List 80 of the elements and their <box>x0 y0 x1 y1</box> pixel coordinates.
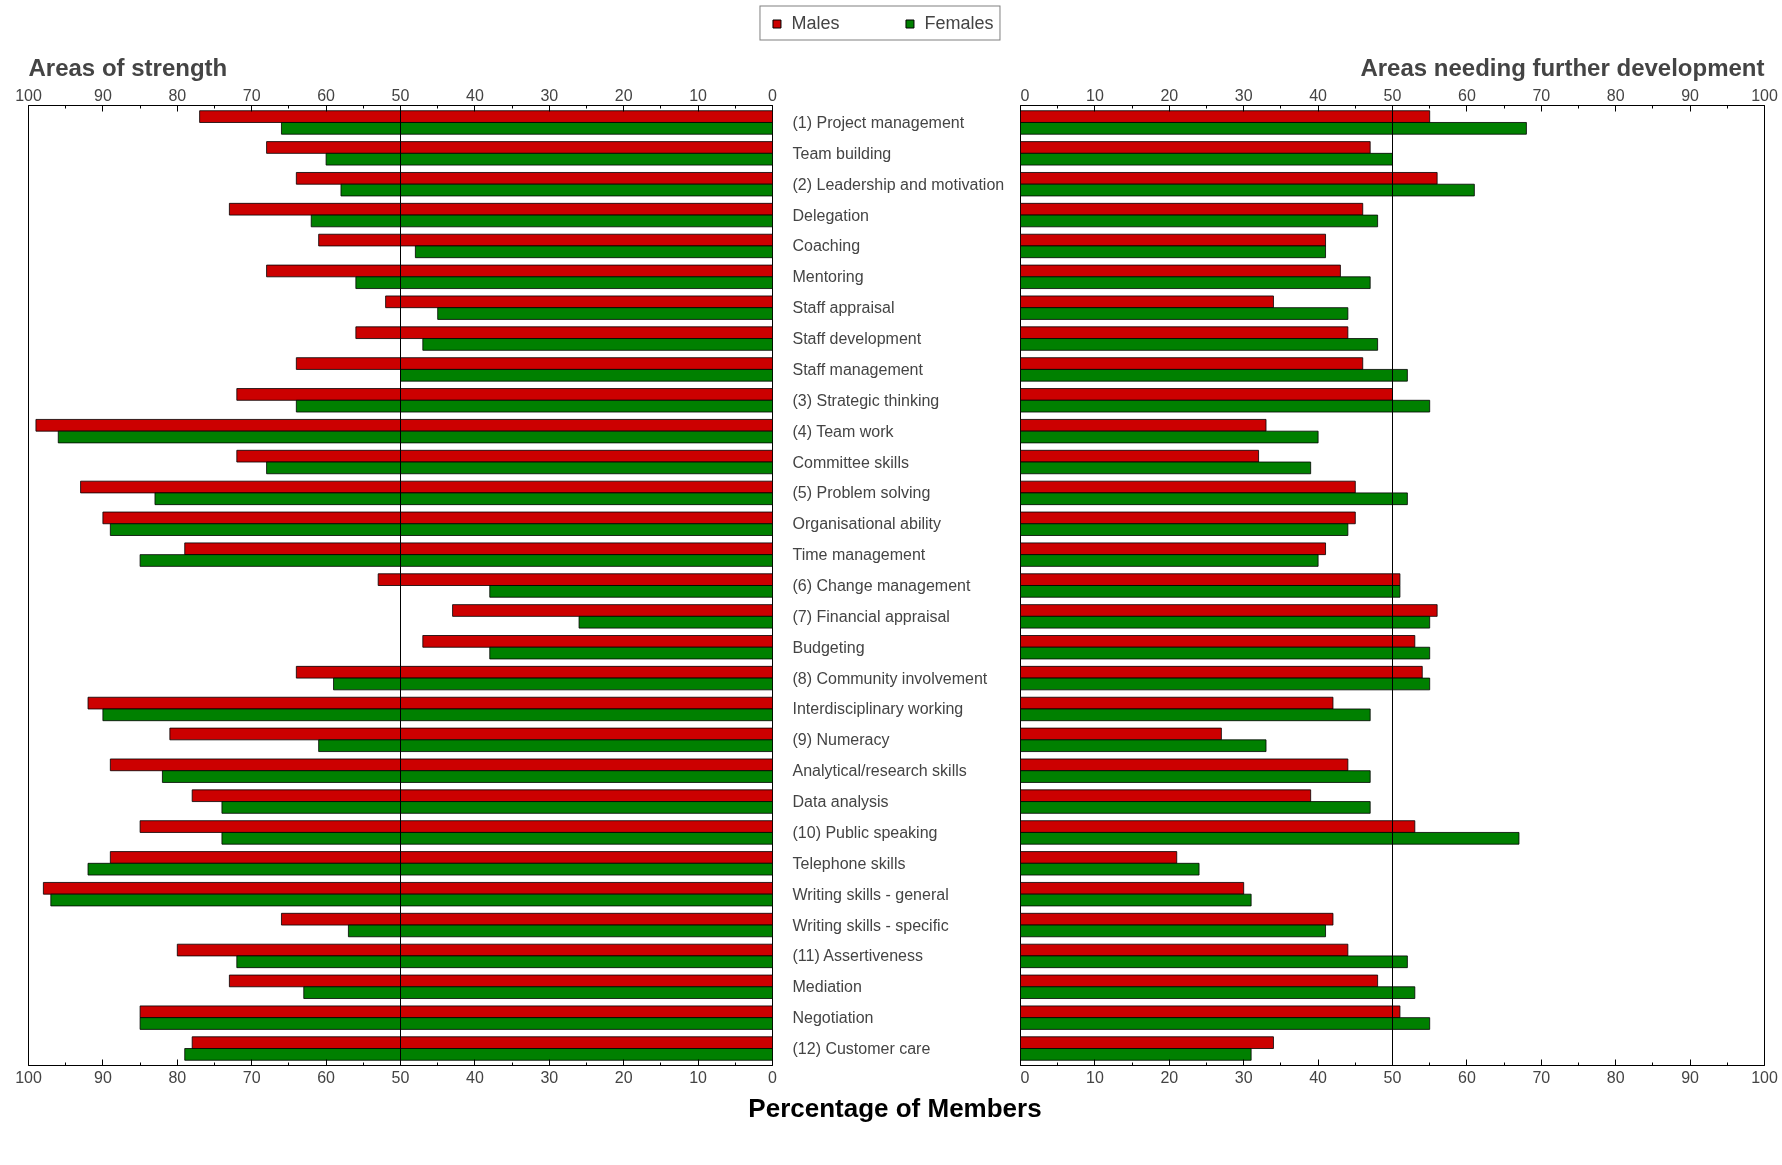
x2-tick-label: 30 <box>1234 1068 1253 1086</box>
x2-tick-label: 0 <box>768 1068 778 1086</box>
y-tick-label: Negotiation <box>792 1009 874 1027</box>
y-tick-label: Coaching <box>792 237 861 255</box>
y-tick-label: (9) Numeracy <box>792 731 890 749</box>
y-tick-label: (11) Assertiveness <box>792 947 923 965</box>
x2-tick-label: 10 <box>689 1068 708 1086</box>
y-tick-label: Mediation <box>792 978 862 996</box>
y-tick-label: Staff appraisal <box>792 299 895 317</box>
x2-tick-label: 90 <box>94 1068 112 1086</box>
x2-tick-label: 50 <box>391 1068 410 1086</box>
x2-tick-label: 80 <box>1606 1068 1625 1086</box>
y-tick-label: Delegation <box>792 206 869 224</box>
x-tick-label: 20 <box>1160 86 1179 104</box>
y-tick-label: Telephone skills <box>792 854 906 872</box>
y-tick-label: Organisational ability <box>792 515 942 533</box>
x-tick-label: 40 <box>1309 86 1328 104</box>
y-tick-label: Budgeting <box>792 638 865 656</box>
y-tick-label: Interdisciplinary working <box>792 700 964 718</box>
x-tick-label: 30 <box>540 86 559 104</box>
legend-label: Females <box>924 12 994 34</box>
x2-tick-label: 0 <box>1020 1068 1030 1086</box>
x-tick-label: 60 <box>1458 86 1476 104</box>
y-tick-label: (7) Financial appraisal <box>792 607 950 625</box>
y-tick-label: Writing skills - general <box>792 885 949 903</box>
x-tick-label: 10 <box>689 86 708 104</box>
x2-tick-label: 30 <box>540 1068 559 1086</box>
legend-label: Males <box>791 12 840 34</box>
x-tick-label: 30 <box>1234 86 1253 104</box>
x-tick-label: 40 <box>466 86 484 104</box>
y-tick-label: Mentoring <box>792 268 864 286</box>
y-tick-label: (12) Customer care <box>792 1040 931 1058</box>
y-tick-label: Staff development <box>792 330 922 348</box>
x2-tick-label: 20 <box>1160 1068 1179 1086</box>
x-tick-label: 100 <box>1751 86 1778 104</box>
x2-tick-label: 40 <box>1309 1068 1328 1086</box>
x2-tick-label: 70 <box>1532 1068 1551 1086</box>
x2-tick-label: 50 <box>1383 1068 1402 1086</box>
x-tick-label: 50 <box>391 86 410 104</box>
x-tick-label: 20 <box>614 86 633 104</box>
y-tick-label: (5) Problem solving <box>792 484 931 502</box>
x2-tick-label: 80 <box>168 1068 187 1086</box>
chart-title: Areas needing further development <box>1360 53 1765 81</box>
x-tick-label: 80 <box>1606 86 1625 104</box>
y-tick-label: (4) Team work <box>792 422 895 440</box>
x2-tick-label: 10 <box>1086 1068 1104 1086</box>
x-tick-label: 100 <box>15 86 42 104</box>
chart-title: Areas of strength <box>28 53 228 81</box>
x2-tick-label: 20 <box>614 1068 633 1086</box>
x-tick-label: 10 <box>1086 86 1104 104</box>
x2-tick-label: 40 <box>466 1068 484 1086</box>
y-tick-label: (1) Project management <box>792 113 965 131</box>
y-tick-label: Staff management <box>792 360 924 378</box>
x-tick-label: 60 <box>317 86 336 104</box>
x-tick-label: 70 <box>1532 86 1551 104</box>
x2-tick-label: 60 <box>1458 1068 1476 1086</box>
y-tick-label: Time management <box>792 546 926 564</box>
y-tick-label: Analytical/research skills <box>792 762 967 780</box>
x2-tick-label: 90 <box>1681 1068 1700 1086</box>
x2-tick-label: 100 <box>1751 1068 1778 1086</box>
y-tick-label: (10) Public speaking <box>792 823 938 841</box>
x-tick-label: 50 <box>1383 86 1402 104</box>
x2-tick-label: 70 <box>242 1068 261 1086</box>
y-tick-label: (3) Strategic thinking <box>792 391 940 409</box>
y-tick-label: (2) Leadership and motivation <box>792 175 1005 193</box>
x2-tick-label: 60 <box>317 1068 336 1086</box>
x-tick-label: 90 <box>1681 86 1700 104</box>
x-tick-label: 80 <box>168 86 187 104</box>
y-tick-label: (8) Community involvement <box>792 669 988 687</box>
x-tick-label: 90 <box>94 86 112 104</box>
y-tick-label: Committee skills <box>792 453 909 471</box>
y-tick-label: Team building <box>792 144 892 162</box>
x2-tick-label: 100 <box>15 1068 42 1086</box>
y-tick-label: Data analysis <box>792 793 889 811</box>
y-tick-label: Writing skills - specific <box>792 916 949 934</box>
x-tick-label: 70 <box>242 86 261 104</box>
x-tick-label: 0 <box>768 86 778 104</box>
y-tick-label: (6) Change management <box>792 577 971 594</box>
x-tick-label: 0 <box>1020 86 1030 104</box>
x-axis-title: Percentage of Members <box>748 1092 1042 1125</box>
